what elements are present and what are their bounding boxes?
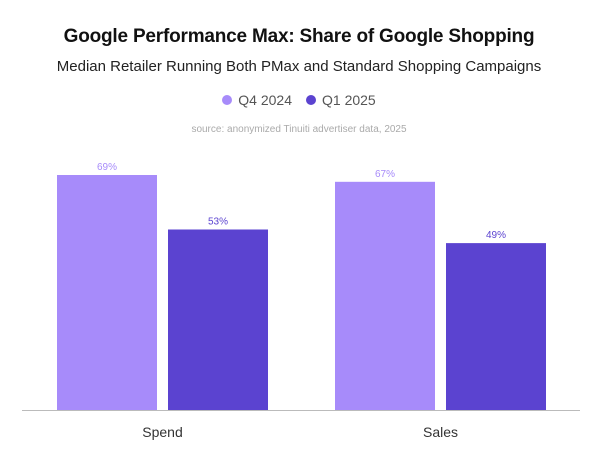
bar-sales-q4-2024 <box>335 181 435 410</box>
legend-item-q4-2024: Q4 2024 <box>222 92 292 108</box>
data-label-sales-q1-2025: 49% <box>486 230 506 241</box>
data-label-sales-q4-2024: 67% <box>375 169 395 180</box>
data-label-spend-q1-2025: 53% <box>208 216 228 227</box>
x-tick-label-spend: Spend <box>142 424 182 440</box>
chart-source-note: source: anonymized Tinuiti advertiser da… <box>191 124 407 135</box>
legend-swatch-q4-2024 <box>222 95 233 105</box>
legend-label-q1-2025: Q1 2025 <box>322 92 376 108</box>
legend-swatch-q1-2025 <box>306 95 316 105</box>
x-tick-label-sales: Sales <box>423 424 458 440</box>
chart-subtitle: Median Retailer Running Both PMax and St… <box>56 58 542 75</box>
data-label-spend-q4-2024: 69% <box>97 162 117 173</box>
bar-spend-q4-2024 <box>57 175 157 410</box>
chart-title: Google Performance Max: Share of Google … <box>63 26 535 47</box>
bar-sales-q1-2025 <box>446 243 546 410</box>
chart-legend: Q4 2024 Q1 2025 <box>0 92 598 108</box>
legend-item-q1-2025: Q1 2025 <box>306 92 376 108</box>
legend-label-q4-2024: Q4 2024 <box>238 92 292 108</box>
bar-spend-q1-2025 <box>168 229 268 410</box>
